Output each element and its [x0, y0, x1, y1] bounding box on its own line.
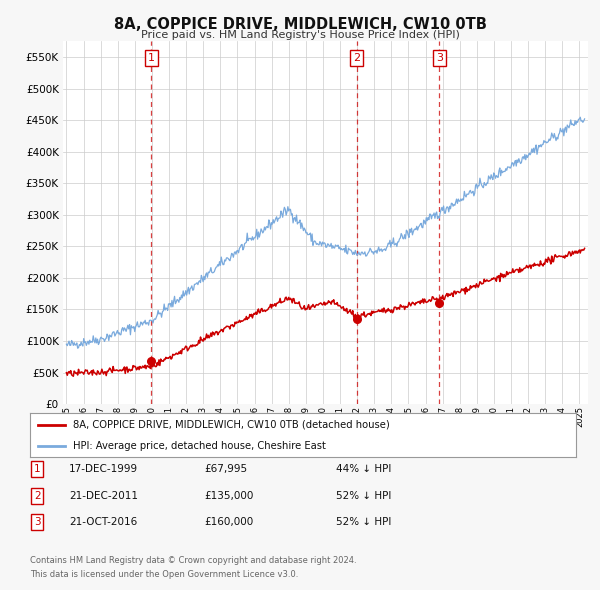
Text: HPI: Average price, detached house, Cheshire East: HPI: Average price, detached house, Ches… — [73, 441, 325, 451]
Text: £160,000: £160,000 — [204, 517, 253, 527]
Text: Price paid vs. HM Land Registry's House Price Index (HPI): Price paid vs. HM Land Registry's House … — [140, 30, 460, 40]
Text: 1: 1 — [148, 53, 155, 63]
Text: This data is licensed under the Open Government Licence v3.0.: This data is licensed under the Open Gov… — [30, 571, 298, 579]
Text: 52% ↓ HPI: 52% ↓ HPI — [336, 517, 391, 527]
Text: 3: 3 — [34, 517, 41, 527]
Text: £135,000: £135,000 — [204, 491, 253, 500]
Text: 44% ↓ HPI: 44% ↓ HPI — [336, 464, 391, 474]
Text: 17-DEC-1999: 17-DEC-1999 — [69, 464, 138, 474]
Text: 1: 1 — [34, 464, 41, 474]
Text: 21-OCT-2016: 21-OCT-2016 — [69, 517, 137, 527]
Text: 52% ↓ HPI: 52% ↓ HPI — [336, 491, 391, 500]
Text: 2: 2 — [34, 491, 41, 500]
Text: £67,995: £67,995 — [204, 464, 247, 474]
Text: 2: 2 — [353, 53, 360, 63]
Text: 21-DEC-2011: 21-DEC-2011 — [69, 491, 138, 500]
Text: 8A, COPPICE DRIVE, MIDDLEWICH, CW10 0TB: 8A, COPPICE DRIVE, MIDDLEWICH, CW10 0TB — [113, 17, 487, 31]
Text: 3: 3 — [436, 53, 443, 63]
Text: Contains HM Land Registry data © Crown copyright and database right 2024.: Contains HM Land Registry data © Crown c… — [30, 556, 356, 565]
Text: 8A, COPPICE DRIVE, MIDDLEWICH, CW10 0TB (detached house): 8A, COPPICE DRIVE, MIDDLEWICH, CW10 0TB … — [73, 420, 389, 430]
